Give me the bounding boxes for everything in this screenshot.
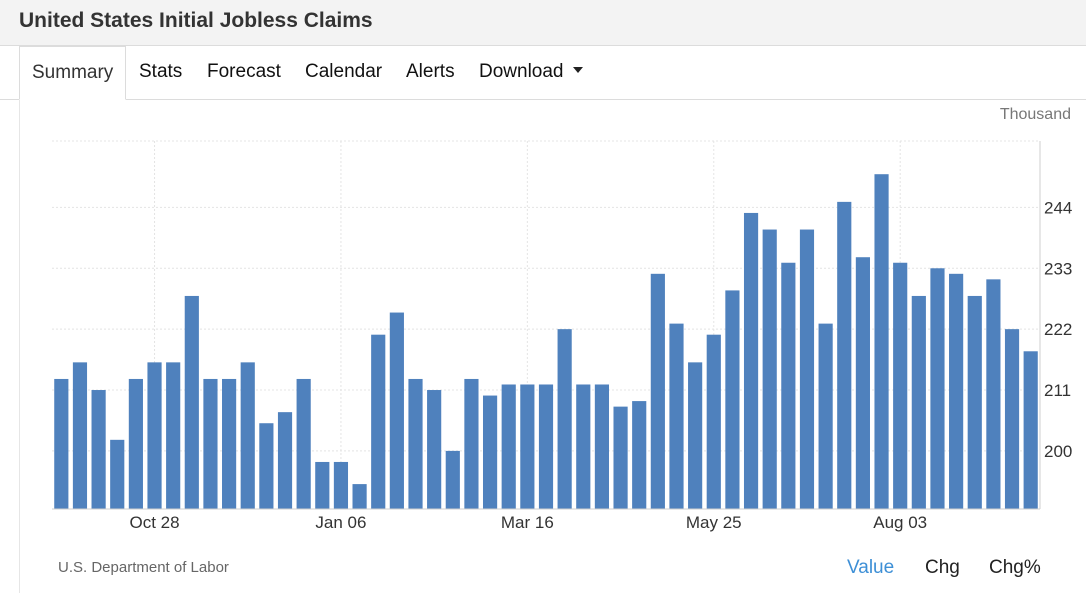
bar	[128, 378, 143, 509]
bar	[613, 406, 628, 509]
bar	[930, 268, 945, 509]
bar	[371, 334, 386, 509]
x-tick-label: Aug 03	[873, 513, 927, 532]
content-left-border	[19, 100, 20, 593]
bar	[781, 262, 796, 509]
bar	[222, 378, 237, 509]
bar	[725, 290, 740, 509]
bar	[837, 201, 852, 509]
bar	[408, 378, 423, 509]
bar	[203, 378, 218, 509]
bar	[557, 329, 572, 509]
x-tick-label: May 25	[686, 513, 742, 532]
bar	[967, 295, 982, 509]
bar	[576, 384, 591, 509]
bar	[520, 384, 535, 509]
tab-forecast[interactable]: Forecast	[207, 61, 281, 82]
x-tick-label: Mar 16	[501, 513, 554, 532]
bar	[538, 384, 554, 509]
toggle-value[interactable]: Value	[847, 557, 895, 578]
bar	[166, 362, 181, 509]
bar	[650, 273, 665, 509]
tab-download[interactable]: Download	[467, 46, 595, 99]
toggle-chg-percent[interactable]: Chg%	[989, 557, 1041, 578]
page-title: United States Initial Jobless Claims	[19, 9, 373, 32]
bar	[147, 362, 162, 509]
tab-stats[interactable]: Stats	[139, 61, 183, 82]
bar	[911, 295, 926, 509]
bar	[110, 439, 125, 509]
y-tick-label: 211	[1044, 381, 1071, 400]
bar	[277, 412, 293, 509]
bar	[184, 295, 199, 509]
bar	[333, 461, 349, 509]
toggle-chg[interactable]: Chg	[925, 557, 960, 578]
bar	[855, 257, 870, 509]
bar	[501, 384, 516, 509]
bar	[72, 362, 88, 509]
x-tick-label: Jan 06	[315, 513, 366, 532]
bar	[427, 390, 442, 509]
bar	[1004, 329, 1020, 509]
bar	[91, 390, 106, 509]
bar	[706, 334, 721, 509]
caret-down-icon	[572, 66, 583, 73]
bar	[874, 174, 889, 509]
title-bar: United States Initial Jobless Claims	[0, 0, 1086, 46]
bar	[54, 378, 69, 509]
bar	[352, 484, 367, 509]
tab-summary[interactable]: Summary	[19, 46, 127, 100]
bar	[315, 461, 330, 509]
x-tick-label: Oct 28	[129, 513, 179, 532]
bar	[464, 378, 479, 509]
unit-label: Thousand	[999, 106, 1071, 123]
tab-download-label: Download	[479, 61, 564, 82]
bar	[688, 362, 703, 509]
bar	[296, 378, 311, 509]
bar	[445, 450, 460, 509]
y-tick-label: 233	[1044, 259, 1072, 278]
bar	[893, 262, 908, 509]
bar	[594, 384, 610, 509]
bar	[1023, 351, 1038, 509]
bar	[389, 312, 404, 509]
y-tick-label: 244	[1044, 198, 1072, 217]
bar	[240, 362, 255, 509]
bar	[259, 423, 274, 509]
tab-bar: Summary Stats Forecast Calendar Alerts D…	[0, 46, 1086, 100]
tab-alerts[interactable]: Alerts	[406, 61, 455, 82]
bar	[799, 229, 815, 509]
y-tick-label: 222	[1044, 320, 1072, 339]
bar	[632, 401, 647, 509]
source-label: U.S. Department of Labor	[58, 559, 229, 576]
bar	[762, 229, 777, 509]
bar	[743, 212, 759, 509]
bar	[949, 273, 964, 509]
y-tick-label: 200	[1044, 442, 1072, 461]
bar	[482, 395, 498, 509]
bar	[986, 279, 1001, 509]
bar	[669, 323, 684, 509]
tab-calendar[interactable]: Calendar	[305, 61, 383, 82]
bar	[818, 323, 833, 509]
